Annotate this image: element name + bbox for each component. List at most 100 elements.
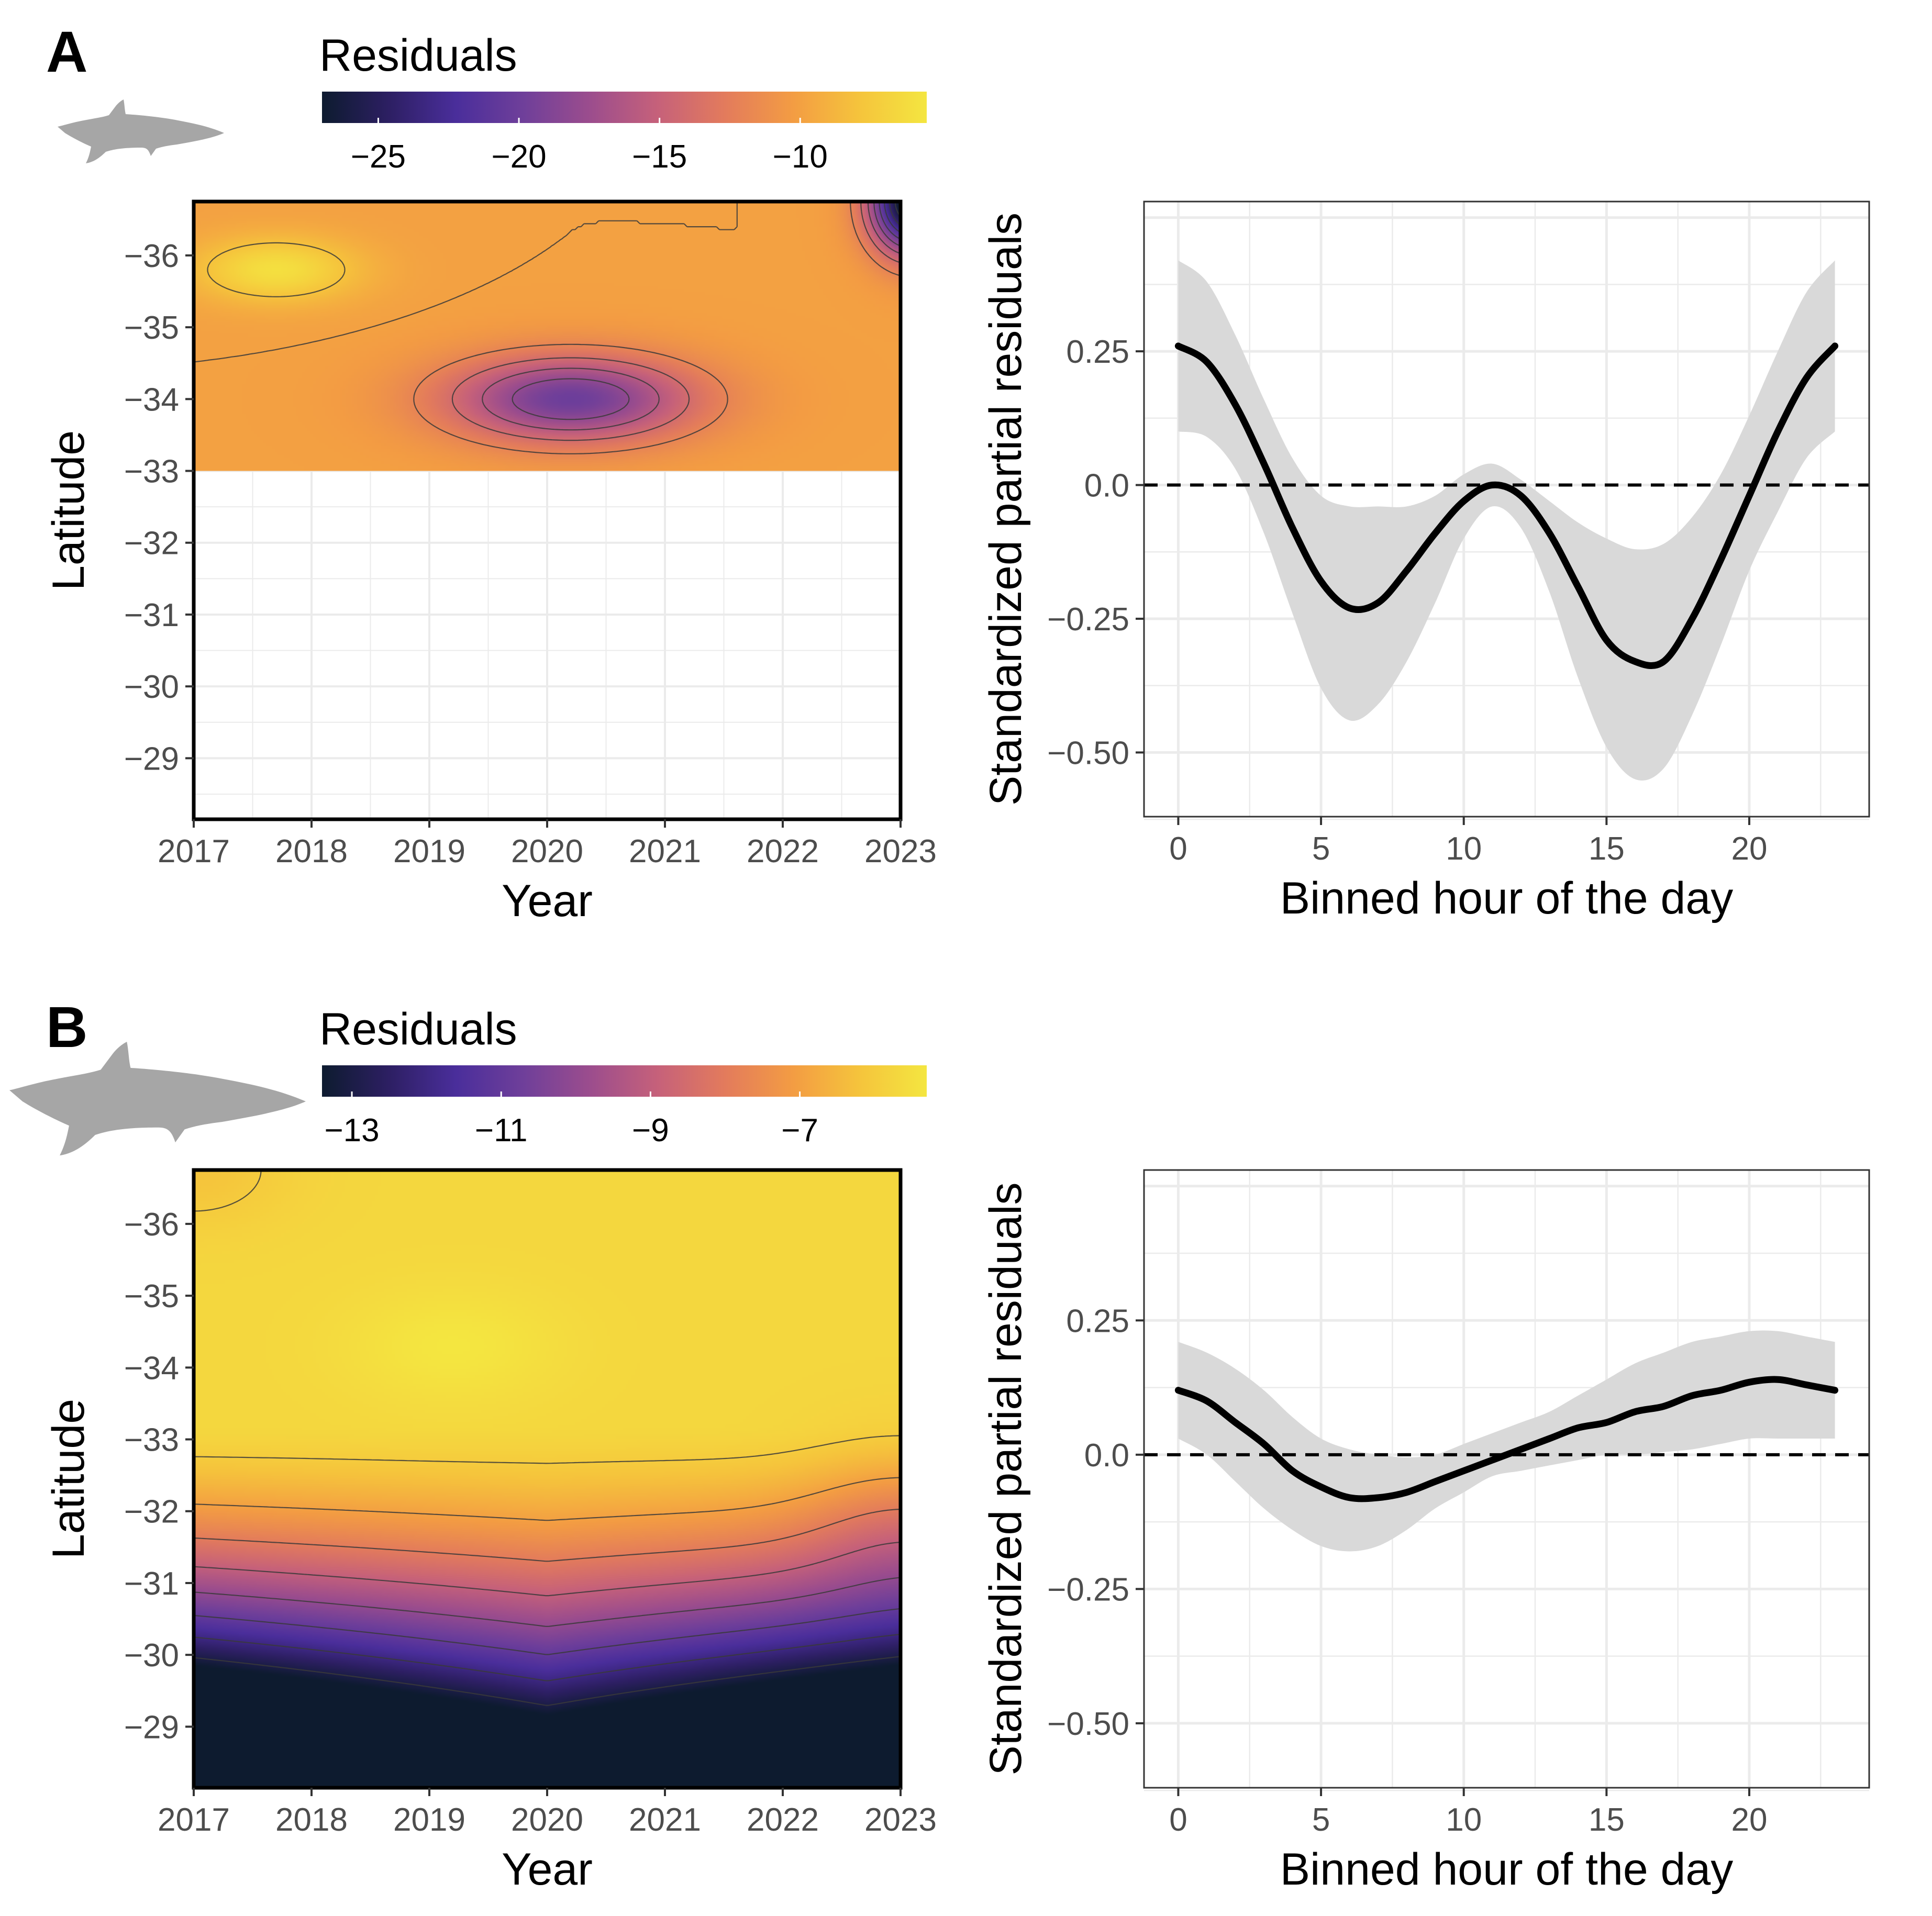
legend-ticks-a: −25 −20 −15 −10 xyxy=(351,118,828,175)
y-tick-label: 0.0 xyxy=(1084,1438,1129,1474)
y-tick-label: 0.25 xyxy=(1066,334,1129,370)
contour-line xyxy=(195,1634,900,1681)
x-tick-label: 2021 xyxy=(629,833,701,870)
legend-tick-label: −9 xyxy=(632,1112,669,1149)
y-tick-label: −32 xyxy=(124,1494,179,1530)
x-tick-label: 2022 xyxy=(747,833,819,870)
heatmap-panel-b: −36 −35 −34 −33 −32 −31 −30 −29 2017 2018 2019 2020… xyxy=(43,1168,937,1895)
x-tick-label: 2023 xyxy=(864,833,937,870)
y-tick-label: 0.0 xyxy=(1084,468,1129,504)
contour-line xyxy=(884,203,900,232)
y-tick-label: −0.25 xyxy=(1047,1572,1129,1608)
x-axis-title: Year xyxy=(502,876,593,926)
legend-tick-label: −25 xyxy=(351,139,406,175)
x-tick-label: 2020 xyxy=(511,1802,583,1838)
shark-silhouette-icon xyxy=(9,1042,306,1156)
x-tick-label: 5 xyxy=(1312,831,1330,867)
contour-line xyxy=(195,1509,900,1562)
y-tick-label: −36 xyxy=(124,1207,179,1243)
y-tick-label: −0.50 xyxy=(1047,1706,1129,1742)
y-tick-label: −34 xyxy=(124,1350,179,1386)
legend-tick-label: −13 xyxy=(324,1112,379,1149)
panel-frame xyxy=(1143,1169,1870,1789)
x-tick-label: 2018 xyxy=(275,833,348,870)
panel-frame xyxy=(1143,200,1870,818)
line-panel-a: −0.50 −0.25 0.0 0.25 0 5 10 15 20 Binned hour of … xyxy=(981,200,1870,923)
x-tick-label: 2023 xyxy=(864,1802,937,1838)
x-tick-label: 2017 xyxy=(158,833,230,870)
x-tick-label: 2019 xyxy=(393,833,465,870)
contour-line xyxy=(195,1656,900,1706)
y-tick-label: 0.25 xyxy=(1066,1303,1129,1339)
contour-line xyxy=(195,1171,900,1464)
panel-label-b: B xyxy=(46,995,87,1060)
x-tick-label: 2018 xyxy=(275,1802,348,1838)
contour-line xyxy=(195,1608,900,1655)
y-tick-label: −34 xyxy=(124,382,179,418)
contour-line xyxy=(195,203,738,363)
x-tick-label: 20 xyxy=(1731,1802,1767,1838)
x-tick-label: 2022 xyxy=(747,1802,819,1838)
contour-line xyxy=(512,203,900,420)
contour-line xyxy=(195,1477,900,1521)
legend-colorbar-b xyxy=(322,1065,927,1097)
x-tick-label: 2021 xyxy=(629,1802,701,1838)
y-tick-label: −32 xyxy=(124,526,179,562)
heatmap-raster xyxy=(194,1170,901,1788)
legend-tick-label: −20 xyxy=(491,139,546,175)
y-axis-title: Standardized partial residuals xyxy=(981,1183,1031,1776)
legend-colorbar-a xyxy=(322,92,927,123)
legend-tick-label: −10 xyxy=(773,139,828,175)
heatmap-raster xyxy=(194,202,901,471)
line-panel-b: −0.50 −0.25 0.0 0.25 0 5 10 15 20 Binned hour of … xyxy=(981,1169,1870,1895)
contour-lines xyxy=(195,1171,900,1706)
x-axis-title: Binned hour of the day xyxy=(1280,873,1733,923)
y-tick-label: −30 xyxy=(124,669,179,705)
y-axis-title: Latitude xyxy=(43,1399,94,1559)
x-tick-label: 20 xyxy=(1731,831,1767,867)
x-tick-label: 5 xyxy=(1312,1802,1330,1838)
panel-label-a: A xyxy=(46,20,87,84)
y-axis-title: Latitude xyxy=(43,430,94,591)
y-tick-label: −31 xyxy=(124,1566,179,1602)
x-tick-label: 10 xyxy=(1446,1802,1482,1838)
x-tick-label: 10 xyxy=(1446,831,1482,867)
contour-line xyxy=(195,1577,900,1627)
smooth-line xyxy=(1174,342,1839,669)
legend-tick-label: −15 xyxy=(632,139,687,175)
y-tick-label: −36 xyxy=(124,238,179,274)
contour-line xyxy=(889,203,900,225)
contour-line xyxy=(195,1542,900,1597)
contour-line xyxy=(894,203,900,215)
contour-line xyxy=(879,203,900,239)
x-axis-title: Year xyxy=(502,1844,593,1895)
contour-line xyxy=(451,203,900,441)
y-tick-label: −0.50 xyxy=(1047,735,1129,771)
legend-title-b: Residuals xyxy=(319,1004,517,1054)
legend-ticks-b: −13 −11 −9 −7 xyxy=(324,1091,818,1149)
x-tick-label: 15 xyxy=(1589,1802,1625,1838)
smooth-line xyxy=(1174,1376,1839,1502)
y-tick-label: −33 xyxy=(124,454,179,490)
contour-lines xyxy=(195,203,900,454)
x-tick-label: 2017 xyxy=(158,1802,230,1838)
x-tick-label: 2020 xyxy=(511,833,583,870)
x-axis-title: Binned hour of the day xyxy=(1280,1844,1733,1895)
contour-line xyxy=(413,203,900,454)
y-tick-label: −29 xyxy=(124,1709,179,1745)
legend-title-a: Residuals xyxy=(319,30,517,81)
x-tick-label: 0 xyxy=(1169,831,1187,867)
shark-silhouette-icon xyxy=(58,99,224,163)
y-tick-label: −0.25 xyxy=(1047,601,1129,638)
x-tick-label: 2019 xyxy=(393,1802,465,1838)
contour-line xyxy=(207,242,346,297)
y-tick-label: −30 xyxy=(124,1637,179,1674)
y-axis-title: Standardized partial residuals xyxy=(981,213,1031,806)
y-tick-label: −29 xyxy=(124,741,179,777)
y-tick-label: −35 xyxy=(124,1278,179,1315)
x-tick-label: 15 xyxy=(1589,831,1625,867)
contour-line xyxy=(482,203,900,431)
legend-tick-label: −7 xyxy=(781,1112,818,1149)
legend-tick-label: −11 xyxy=(475,1112,528,1149)
